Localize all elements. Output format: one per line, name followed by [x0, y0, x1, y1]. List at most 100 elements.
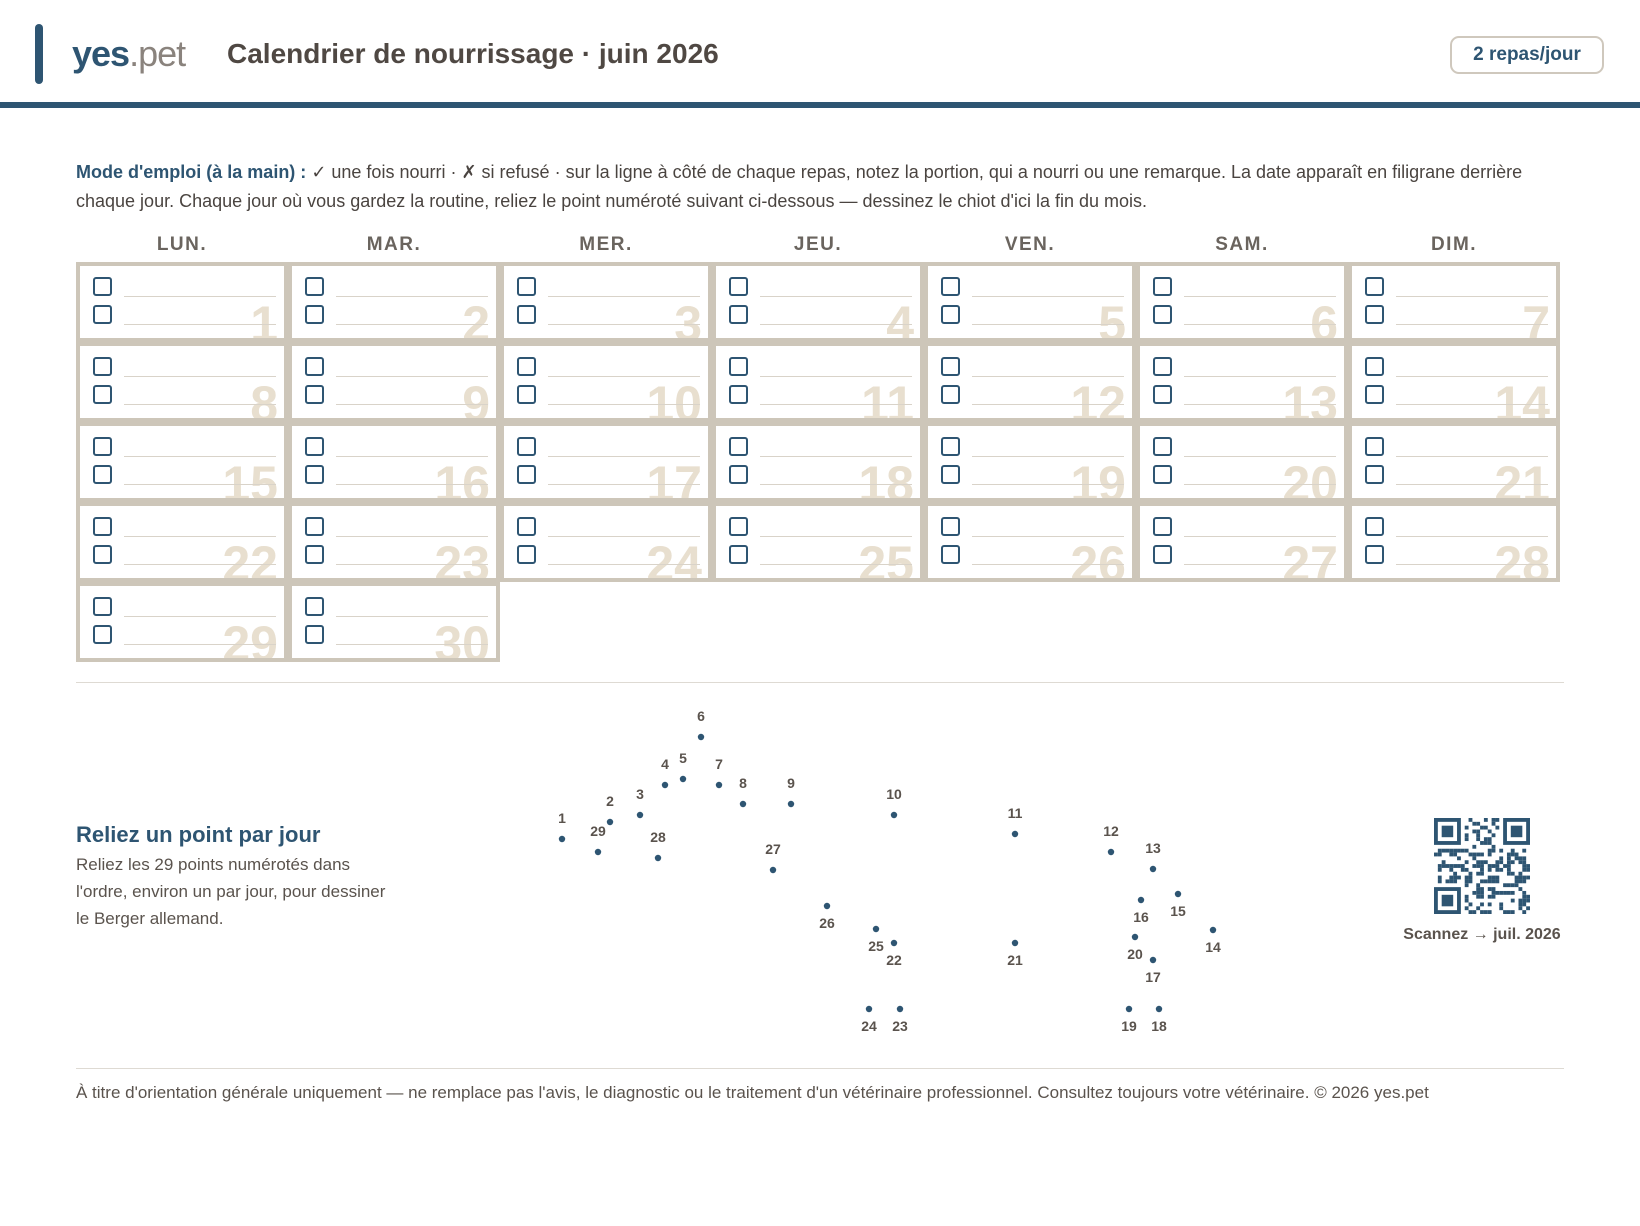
meal-1-note-line[interactable]: [1396, 376, 1548, 377]
meal-1-note-line[interactable]: [336, 456, 488, 457]
meal-1-checkbox[interactable]: [93, 357, 112, 376]
meal-2-note-line[interactable]: [124, 644, 276, 645]
meal-2-checkbox[interactable]: [93, 465, 112, 484]
meal-1-checkbox[interactable]: [1365, 357, 1384, 376]
meal-1-checkbox[interactable]: [729, 277, 748, 296]
meal-1-note-line[interactable]: [1396, 456, 1548, 457]
meal-2-note-line[interactable]: [1184, 484, 1336, 485]
meal-2-note-line[interactable]: [1184, 564, 1336, 565]
meal-2-note-line[interactable]: [336, 564, 488, 565]
meal-2-checkbox[interactable]: [517, 305, 536, 324]
meal-2-checkbox[interactable]: [305, 385, 324, 404]
meal-1-checkbox[interactable]: [1153, 357, 1172, 376]
logo[interactable]: yes.pet: [72, 33, 186, 75]
meal-2-note-line[interactable]: [336, 484, 488, 485]
meal-1-checkbox[interactable]: [305, 597, 324, 616]
meal-2-checkbox[interactable]: [93, 625, 112, 644]
meal-1-note-line[interactable]: [548, 296, 700, 297]
meal-1-checkbox[interactable]: [305, 517, 324, 536]
meal-1-note-line[interactable]: [336, 296, 488, 297]
meal-1-note-line[interactable]: [1396, 296, 1548, 297]
meal-2-checkbox[interactable]: [1153, 545, 1172, 564]
meal-1-note-line[interactable]: [972, 376, 1124, 377]
meal-2-checkbox[interactable]: [1365, 305, 1384, 324]
meal-2-note-line[interactable]: [760, 324, 912, 325]
meal-2-note-line[interactable]: [1396, 324, 1548, 325]
meal-2-checkbox[interactable]: [305, 465, 324, 484]
meal-1-note-line[interactable]: [972, 456, 1124, 457]
meal-2-note-line[interactable]: [548, 324, 700, 325]
meal-2-checkbox[interactable]: [305, 305, 324, 324]
meal-2-checkbox[interactable]: [1153, 305, 1172, 324]
meal-2-checkbox[interactable]: [93, 305, 112, 324]
meal-2-checkbox[interactable]: [1153, 465, 1172, 484]
meal-1-checkbox[interactable]: [517, 357, 536, 376]
meal-1-note-line[interactable]: [972, 296, 1124, 297]
meal-1-checkbox[interactable]: [729, 517, 748, 536]
meal-1-note-line[interactable]: [760, 456, 912, 457]
meal-1-note-line[interactable]: [760, 536, 912, 537]
meal-1-note-line[interactable]: [760, 376, 912, 377]
meal-2-note-line[interactable]: [124, 484, 276, 485]
meal-1-note-line[interactable]: [336, 376, 488, 377]
meal-2-checkbox[interactable]: [729, 545, 748, 564]
meal-2-checkbox[interactable]: [1365, 385, 1384, 404]
meal-2-note-line[interactable]: [972, 404, 1124, 405]
meal-1-checkbox[interactable]: [1365, 277, 1384, 296]
meal-1-note-line[interactable]: [124, 616, 276, 617]
meal-1-checkbox[interactable]: [1365, 517, 1384, 536]
meal-1-checkbox[interactable]: [517, 437, 536, 456]
meal-2-checkbox[interactable]: [941, 385, 960, 404]
meal-1-checkbox[interactable]: [1153, 517, 1172, 536]
meal-2-note-line[interactable]: [760, 484, 912, 485]
meal-1-checkbox[interactable]: [1153, 437, 1172, 456]
meal-2-note-line[interactable]: [1396, 404, 1548, 405]
meal-1-checkbox[interactable]: [305, 277, 324, 296]
meal-1-note-line[interactable]: [1396, 536, 1548, 537]
meal-2-note-line[interactable]: [972, 484, 1124, 485]
meal-1-note-line[interactable]: [548, 376, 700, 377]
meal-2-note-line[interactable]: [336, 644, 488, 645]
meal-1-note-line[interactable]: [124, 456, 276, 457]
meal-2-checkbox[interactable]: [517, 465, 536, 484]
meal-1-checkbox[interactable]: [517, 277, 536, 296]
meal-2-note-line[interactable]: [548, 484, 700, 485]
meal-1-checkbox[interactable]: [1153, 277, 1172, 296]
meal-1-checkbox[interactable]: [941, 357, 960, 376]
meal-2-note-line[interactable]: [1184, 404, 1336, 405]
meal-1-checkbox[interactable]: [941, 437, 960, 456]
meal-2-note-line[interactable]: [972, 564, 1124, 565]
meal-2-checkbox[interactable]: [1153, 385, 1172, 404]
meal-1-checkbox[interactable]: [93, 277, 112, 296]
meal-2-note-line[interactable]: [548, 564, 700, 565]
meal-1-note-line[interactable]: [760, 296, 912, 297]
meal-1-note-line[interactable]: [336, 536, 488, 537]
meal-2-note-line[interactable]: [760, 564, 912, 565]
meal-1-note-line[interactable]: [1184, 456, 1336, 457]
meal-2-note-line[interactable]: [1396, 564, 1548, 565]
meal-2-note-line[interactable]: [124, 404, 276, 405]
meal-2-checkbox[interactable]: [1365, 545, 1384, 564]
meal-2-note-line[interactable]: [124, 324, 276, 325]
meal-1-checkbox[interactable]: [517, 517, 536, 536]
meal-1-note-line[interactable]: [548, 456, 700, 457]
meal-2-note-line[interactable]: [124, 564, 276, 565]
meal-1-note-line[interactable]: [548, 536, 700, 537]
meal-1-note-line[interactable]: [1184, 536, 1336, 537]
meal-2-note-line[interactable]: [760, 404, 912, 405]
meal-1-note-line[interactable]: [124, 296, 276, 297]
meal-1-note-line[interactable]: [124, 536, 276, 537]
meal-2-checkbox[interactable]: [1365, 465, 1384, 484]
meal-2-checkbox[interactable]: [941, 545, 960, 564]
meal-2-note-line[interactable]: [336, 324, 488, 325]
meal-2-note-line[interactable]: [972, 324, 1124, 325]
meal-2-checkbox[interactable]: [305, 545, 324, 564]
meal-2-note-line[interactable]: [1396, 484, 1548, 485]
meal-1-checkbox[interactable]: [305, 357, 324, 376]
meal-1-note-line[interactable]: [336, 616, 488, 617]
meal-2-checkbox[interactable]: [93, 545, 112, 564]
meal-2-checkbox[interactable]: [729, 465, 748, 484]
meal-1-note-line[interactable]: [1184, 296, 1336, 297]
meal-1-checkbox[interactable]: [93, 517, 112, 536]
meal-2-note-line[interactable]: [548, 404, 700, 405]
